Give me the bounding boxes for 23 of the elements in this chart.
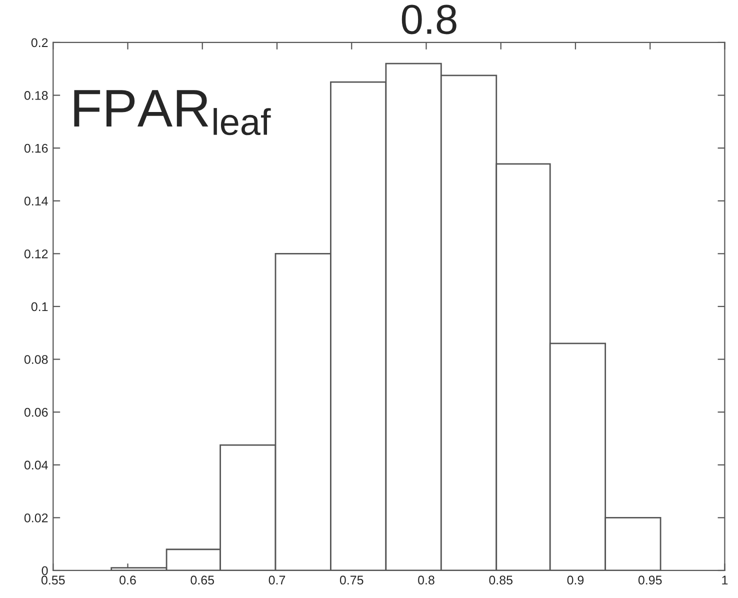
- x-tick-label: 1: [722, 576, 728, 584]
- text: 0.8: [402, 4, 456, 34]
- x-tick-label: 0.6: [120, 576, 136, 585]
- y-tick-label: 0.12: [24, 249, 48, 258]
- y-tick-label: 0.02: [24, 513, 48, 522]
- x-tick-label: 0.95: [638, 576, 662, 585]
- y-tick-label: 0.04: [24, 460, 48, 470]
- x-tick-label: 0.9: [567, 576, 584, 585]
- y-tick-label: 0: [42, 566, 48, 576]
- y-tick-label: 0.18: [24, 91, 48, 100]
- x-tick-label: 0.75: [340, 576, 364, 585]
- x-tick-label: 0.85: [489, 576, 512, 585]
- y-tick-label: 0.08: [24, 355, 48, 364]
- annotation: FPAR$_{leaf}$: [74, 90, 271, 136]
- y-tick-label: 0.06: [24, 408, 48, 417]
- y-tick-label: 0.16: [24, 144, 48, 153]
- x-tick-label: 0.55: [41, 576, 65, 585]
- x-tick-label: 0.65: [190, 576, 214, 585]
- y-tick-label: 0.2: [31, 38, 48, 48]
- x-tick-label: 0.8: [418, 576, 434, 585]
- y-tick-label: 0.14: [24, 196, 48, 206]
- x-tick-label: 0.7: [268, 576, 286, 585]
- y-tick-label: 0.1: [31, 302, 48, 312]
